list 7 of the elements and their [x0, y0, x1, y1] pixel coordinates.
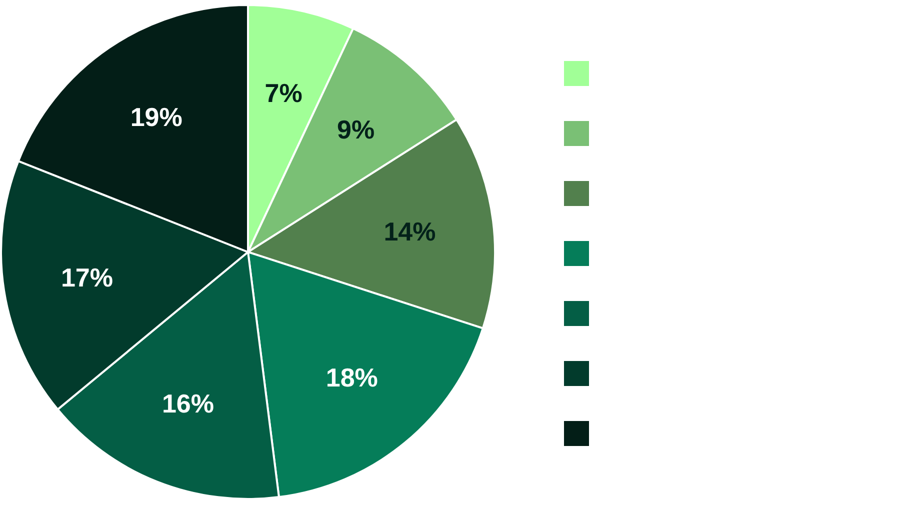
data-label: 16% — [162, 388, 214, 419]
data-label: 19% — [130, 102, 182, 132]
data-label: 18% — [326, 362, 378, 393]
data-label: 14% — [384, 216, 436, 247]
data-label: 9% — [337, 114, 375, 145]
data-label: 7% — [264, 78, 302, 108]
data-label: 17% — [60, 262, 114, 292]
